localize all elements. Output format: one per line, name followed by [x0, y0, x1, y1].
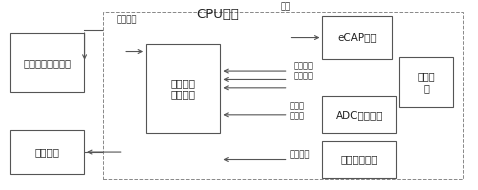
- Bar: [322, 16, 391, 59]
- Text: 控制信号: 控制信号: [117, 16, 137, 25]
- Text: 控制信号输出模块: 控制信号输出模块: [23, 58, 71, 68]
- Bar: [322, 141, 396, 178]
- Text: 通讯模块: 通讯模块: [35, 147, 60, 157]
- Text: 电流电
压温度: 电流电 压温度: [290, 101, 304, 121]
- Bar: [399, 57, 454, 107]
- Text: 转速: 转速: [281, 2, 291, 11]
- Text: 监控模
块: 监控模 块: [417, 71, 435, 93]
- Text: 电流跟随
控制模块: 电流跟随 控制模块: [171, 78, 196, 100]
- Text: 扇区信号: 扇区信号: [290, 150, 310, 160]
- Text: 过流过压
欠压信号: 过流过压 欠压信号: [293, 61, 314, 81]
- Bar: [10, 33, 84, 93]
- Bar: [322, 96, 396, 133]
- Text: 码盘信号处理: 码盘信号处理: [341, 154, 378, 165]
- Text: CPU模块: CPU模块: [196, 8, 239, 21]
- Text: ADC采样模块: ADC采样模块: [336, 110, 383, 120]
- Bar: [146, 44, 220, 133]
- Text: eCAP模块: eCAP模块: [337, 32, 377, 43]
- Bar: [10, 130, 84, 174]
- Bar: [103, 12, 463, 179]
